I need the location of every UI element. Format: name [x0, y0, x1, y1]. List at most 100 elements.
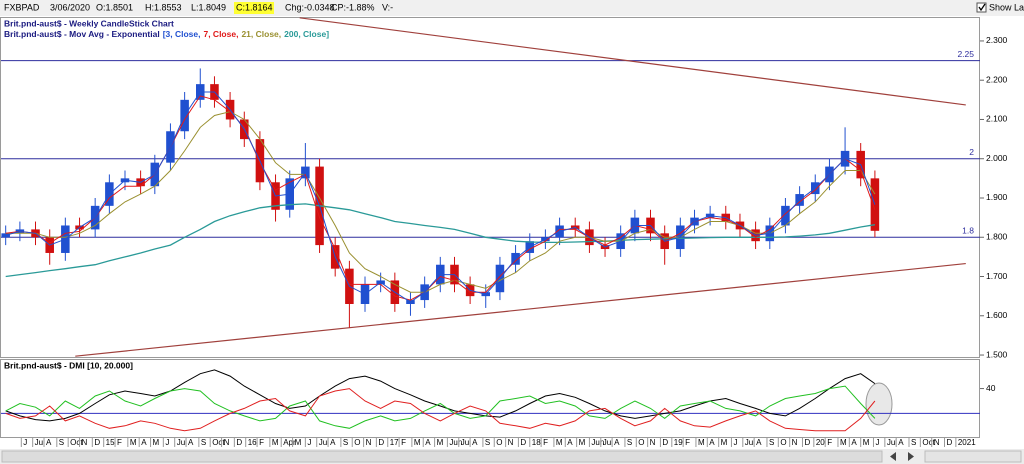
legend-entry: 200, Close] [284, 29, 329, 39]
x-tick-label: Jun [591, 438, 604, 447]
x-tick-label: N [650, 438, 656, 447]
x-tick-label: M [579, 438, 586, 447]
x-tick-label: 15 [106, 438, 115, 447]
dmi-pane [0, 359, 980, 438]
x-tick-label: Jul [603, 438, 613, 447]
x-tick-label: J [875, 438, 879, 447]
dmi-line [5, 385, 876, 429]
x-tick-label: Jul [461, 438, 471, 447]
x-tick-label: Jul [35, 438, 45, 447]
price-pane [0, 17, 980, 358]
x-tick-label: S [911, 438, 916, 447]
x-tick-label: D [662, 438, 668, 447]
dmi-title: Brit.pnd-aust$ - DMI [10, 20.000] [4, 360, 133, 370]
x-tick-label: F [543, 438, 548, 447]
x-tick-label: A [141, 438, 147, 447]
y-tick-label: 1.700 [986, 271, 1008, 281]
x-tick-label: Jun [449, 438, 462, 447]
trend-line [75, 262, 966, 357]
x-tick-label: S [201, 438, 206, 447]
y-tick-label: 2.000 [986, 153, 1008, 163]
x-tick-label: A [709, 438, 715, 447]
x-tick-label: A [188, 438, 194, 447]
x-tick-label: Oct [922, 438, 935, 447]
x-tick-label: A [614, 438, 620, 447]
x-tick-label: 17 [390, 438, 399, 447]
x-tick-label: O [354, 438, 360, 447]
x-tick-label: D [520, 438, 526, 447]
dmi-line [5, 388, 876, 432]
level-label: 1.8 [962, 226, 974, 236]
date: 3/06/2020 [50, 2, 90, 12]
highlight-ellipse [865, 382, 893, 426]
x-tick-label: M [295, 438, 302, 447]
x-tick-label: A [46, 438, 52, 447]
change-text: Chg:-0.0348 [285, 2, 335, 12]
close-text: C:1.8164 [236, 2, 273, 12]
x-tick-label: M [721, 438, 728, 447]
x-tick-label: D [804, 438, 810, 447]
x-tick-label: A [330, 438, 336, 447]
show-last-label[interactable]: Show Last [989, 2, 1024, 12]
candle-body [1, 233, 10, 238]
x-tick-label: 2021 [958, 438, 976, 447]
show-last-checkbox[interactable] [976, 2, 987, 13]
legend-entry: 7, Close, [203, 29, 238, 39]
x-tick-label: M [863, 438, 870, 447]
overlay-title: Brit.pnd-aust$ - Mov Avg - Exponential [4, 29, 160, 39]
x-tick-label: J [23, 438, 27, 447]
x-tick-label: 16 [248, 438, 257, 447]
x-tick-label: Jul [319, 438, 329, 447]
x-tick-label: 20 [816, 438, 825, 447]
x-tick-label: F [685, 438, 690, 447]
x-tick-label: J [165, 438, 169, 447]
legend-entry: [3, Close, [163, 29, 201, 39]
x-tick-label: M [272, 438, 279, 447]
x-tick-label: F [827, 438, 832, 447]
x-tick-label: S [343, 438, 348, 447]
moving-average [5, 203, 876, 278]
change-pct-text: CP:-1.88% [331, 2, 375, 12]
x-tick-label: N [224, 438, 230, 447]
y-tick-label: 2.200 [986, 74, 1008, 84]
x-tick-label: S [59, 438, 64, 447]
x-tick-label: M [698, 438, 705, 447]
moving-average [5, 91, 876, 303]
x-tick-label: N [508, 438, 514, 447]
x-tick-label: M [414, 438, 421, 447]
low-text: L:1.8049 [191, 2, 226, 12]
x-tick-label: J [307, 438, 311, 447]
level-label: 2.25 [957, 49, 974, 59]
x-tick-label: Oct [212, 438, 225, 447]
scroll-track[interactable] [1, 450, 883, 463]
x-tick-label: F [401, 438, 406, 447]
scroll-arrows[interactable] [890, 452, 914, 461]
x-tick-label: O [496, 438, 502, 447]
x-tick-label: S [627, 438, 632, 447]
x-tick-label: M [437, 438, 444, 447]
y-tick-label: 1.500 [986, 349, 1008, 359]
x-tick-label: Apr [283, 438, 296, 447]
y-tick-label: 40 [986, 383, 996, 393]
x-tick-label: M [130, 438, 137, 447]
x-tick-label: A [851, 438, 857, 447]
x-tick-label: D [946, 438, 952, 447]
x-tick-label: 18 [532, 438, 541, 447]
zoom-controls[interactable] [924, 450, 1022, 463]
checkmark [978, 3, 986, 12]
trend-line [299, 17, 966, 106]
x-tick-label: D [378, 438, 384, 447]
overlay-legend: Brit.pnd-aust$ - Mov Avg - Exponential [3… [4, 29, 329, 39]
x-tick-label: 19 [674, 438, 683, 447]
x-tick-label: A [472, 438, 478, 447]
dmi-line [5, 369, 876, 422]
y-tick-label: 1.600 [986, 310, 1008, 320]
x-tick-label: F [117, 438, 122, 447]
x-tick-label: Jul [177, 438, 187, 447]
x-tick-label: A [425, 438, 431, 447]
symbol: FXBPAD [4, 2, 40, 12]
x-tick-label: M [153, 438, 160, 447]
x-tick-label: A [898, 438, 904, 447]
y-tick-label: 1.900 [986, 192, 1008, 202]
